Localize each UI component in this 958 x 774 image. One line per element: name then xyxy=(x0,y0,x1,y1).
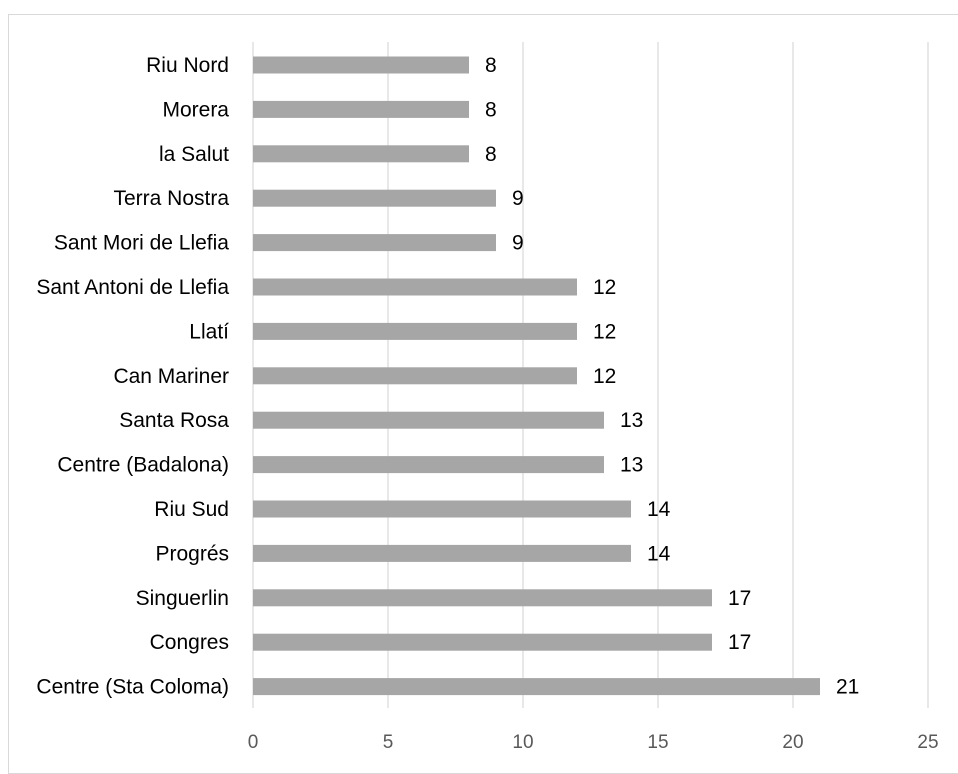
bar xyxy=(253,322,577,340)
bar xyxy=(253,56,469,74)
data-label: 21 xyxy=(836,676,859,699)
x-axis-ticks: 0 5 10 15 20 25 xyxy=(248,732,939,753)
data-label: 9 xyxy=(512,232,524,255)
data-label: 13 xyxy=(620,454,643,477)
category-label: Riu Sud xyxy=(154,498,229,521)
bars xyxy=(253,56,820,696)
bar xyxy=(253,678,820,696)
data-label: 12 xyxy=(593,365,616,388)
category-label: Congres xyxy=(150,631,229,654)
bar xyxy=(253,278,577,296)
data-label: 9 xyxy=(512,187,524,210)
bar xyxy=(253,411,604,429)
category-label: Centre (Sta Coloma) xyxy=(36,676,229,699)
bar xyxy=(253,145,469,163)
data-label: 17 xyxy=(728,631,751,654)
x-tick-label: 20 xyxy=(782,732,803,753)
x-tick-label: 0 xyxy=(248,732,259,753)
x-tick-label: 10 xyxy=(512,732,533,753)
bar xyxy=(253,234,496,252)
data-label: 17 xyxy=(728,587,751,610)
bar xyxy=(253,100,469,118)
data-label: 8 xyxy=(485,54,497,77)
category-label: Sant Antoni de Llefia xyxy=(36,276,229,299)
category-label: Can Mariner xyxy=(113,365,229,388)
bar xyxy=(253,544,631,562)
bar xyxy=(253,456,604,474)
category-label: Sant Mori de Llefia xyxy=(54,232,229,255)
data-label: 13 xyxy=(620,409,643,432)
category-label: Progrés xyxy=(155,542,229,565)
category-label: la Salut xyxy=(159,143,229,166)
bar xyxy=(253,500,631,518)
category-label: Singuerlin xyxy=(136,587,229,610)
data-label: 14 xyxy=(647,498,671,521)
category-label: Centre (Badalona) xyxy=(57,454,229,477)
data-label: 14 xyxy=(647,542,671,565)
category-label: Riu Nord xyxy=(146,54,229,77)
bar xyxy=(253,189,496,207)
x-tick-label: 25 xyxy=(917,732,938,753)
bar xyxy=(253,367,577,385)
labels: Riu Nord 8 Morera 8 la Salut 8 Terra Nostra 9 Sa… xyxy=(36,54,859,699)
category-label: Llatí xyxy=(189,320,229,343)
x-tick-label: 5 xyxy=(383,732,394,753)
category-label: Terra Nostra xyxy=(113,187,229,210)
category-label: Santa Rosa xyxy=(119,409,229,432)
data-label: 8 xyxy=(485,98,497,121)
x-tick-label: 15 xyxy=(647,732,668,753)
bar xyxy=(253,633,712,651)
bar xyxy=(253,589,712,607)
data-label: 8 xyxy=(485,143,497,166)
data-label: 12 xyxy=(593,320,616,343)
category-label: Morera xyxy=(162,98,229,121)
data-label: 12 xyxy=(593,276,616,299)
